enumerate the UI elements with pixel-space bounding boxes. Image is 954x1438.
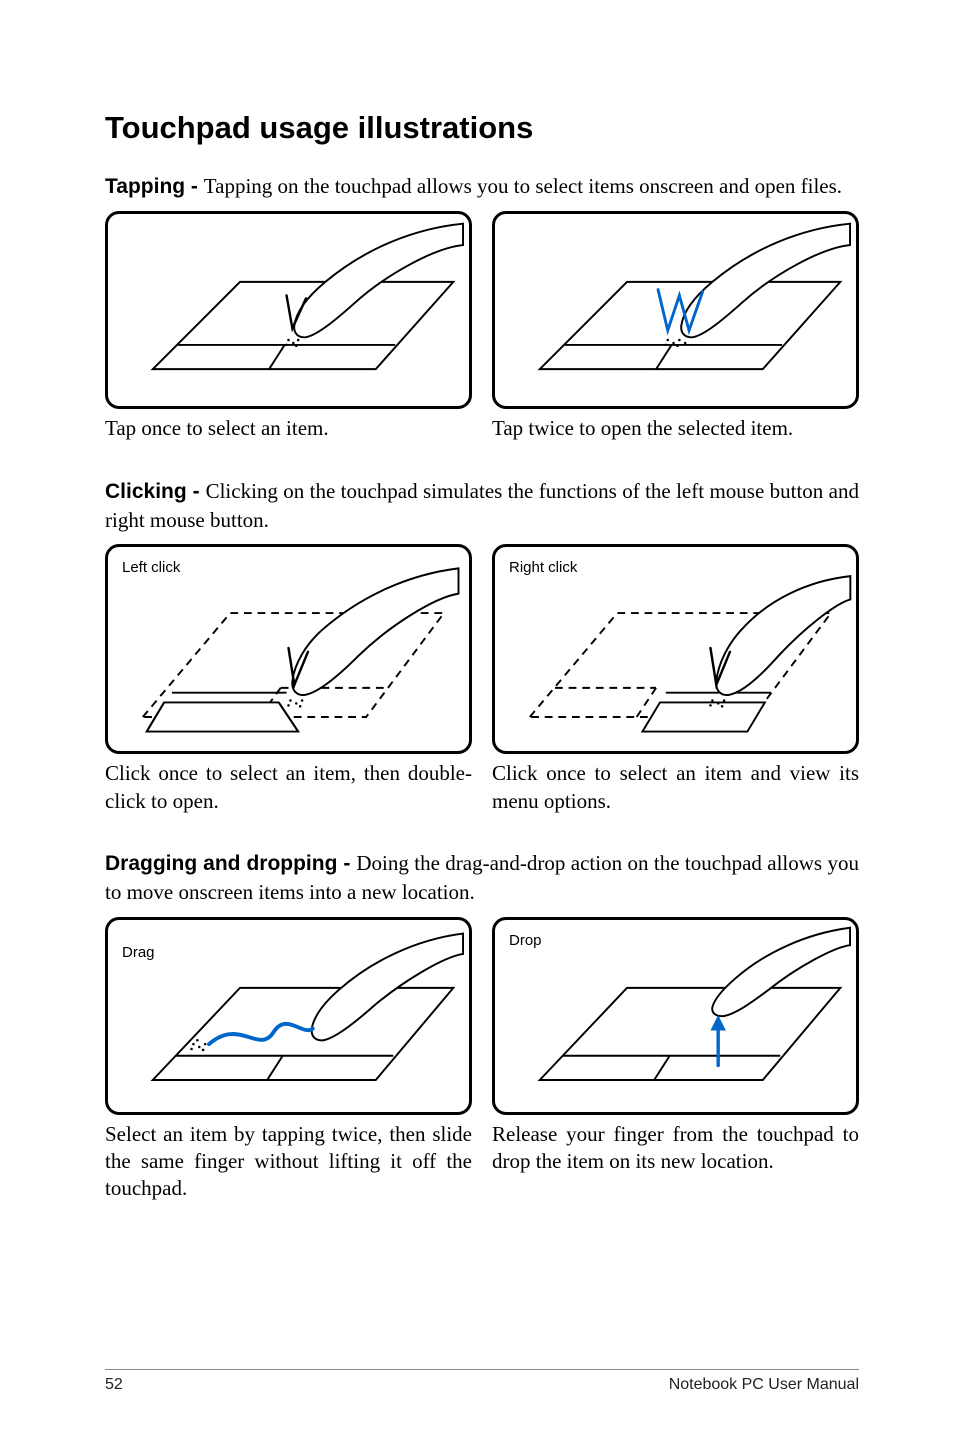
tapping-lead: Tapping -: [105, 175, 204, 198]
drop-label: Drop: [509, 932, 542, 949]
left-click-label: Left click: [122, 559, 180, 576]
clicking-intro-text: Clicking on the touchpad simulates the f…: [105, 479, 859, 532]
right-click-label: Right click: [509, 559, 577, 576]
drag-label: Drag: [122, 944, 155, 961]
drag-row: Drag: [105, 917, 859, 1203]
drag-intro: Dragging and dropping - Doing the drag-a…: [105, 849, 859, 907]
clicking-row: Left click: [105, 544, 859, 815]
footer-title: Notebook PC User Manual: [669, 1376, 859, 1394]
right-click-illustration: Right click: [492, 544, 859, 754]
drop-illustration: Drop: [492, 917, 859, 1115]
clicking-lead: Clicking -: [105, 480, 206, 503]
clicking-intro: Clicking - Clicking on the touchpad simu…: [105, 477, 859, 535]
tapping-row: Tap once to select an item.: [105, 211, 859, 442]
drag-caption: Select an item by tapping twice, then sl…: [105, 1121, 472, 1203]
tap-once-caption: Tap once to select an item.: [105, 415, 472, 442]
page-title: Touchpad usage illustrations: [105, 110, 859, 146]
right-click-caption: Click once to select an item and view it…: [492, 760, 859, 815]
tap-once-illustration: [105, 211, 472, 409]
page-footer: 52 Notebook PC User Manual: [105, 1369, 859, 1394]
tapping-intro-text: Tapping on the touchpad allows you to se…: [204, 174, 842, 198]
tap-twice-caption: Tap twice to open the selected item.: [492, 415, 859, 442]
left-click-illustration: Left click: [105, 544, 472, 754]
drag-illustration: Drag: [105, 917, 472, 1115]
drop-caption: Release your finger from the touchpad to…: [492, 1121, 859, 1176]
drag-lead: Dragging and dropping -: [105, 852, 356, 875]
tapping-intro: Tapping - Tapping on the touchpad allows…: [105, 172, 859, 201]
tap-twice-illustration: [492, 211, 859, 409]
left-click-caption: Click once to select an item, then doubl…: [105, 760, 472, 815]
page-number: 52: [105, 1376, 123, 1394]
